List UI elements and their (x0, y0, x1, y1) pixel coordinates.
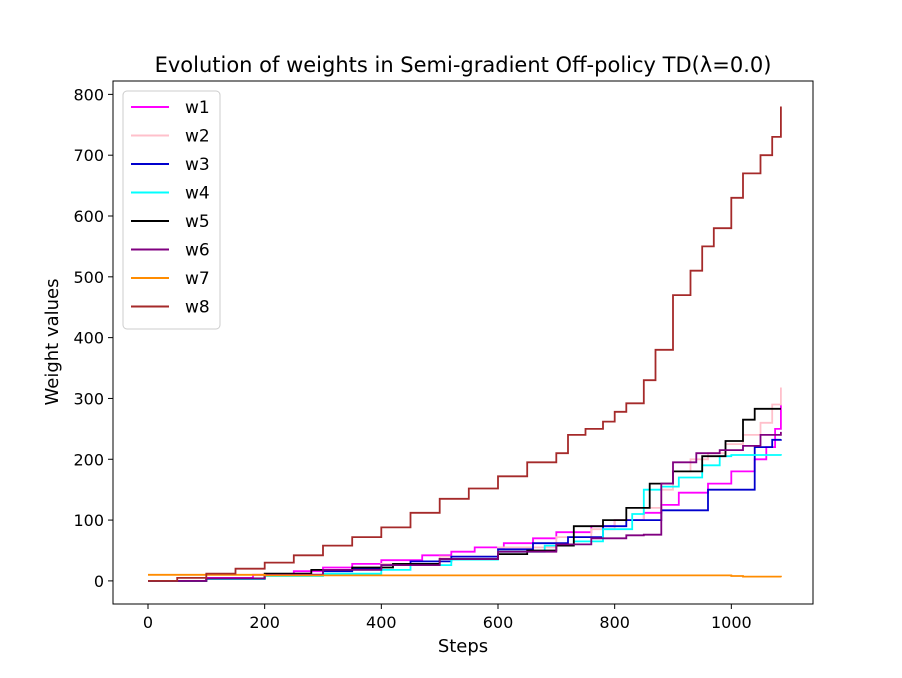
y-tick-label: 600 (73, 207, 104, 226)
x-tick-label: 1000 (711, 613, 752, 632)
y-tick-label: 700 (73, 146, 104, 165)
series-line-w7 (148, 573, 782, 578)
x-tick-label: 400 (366, 613, 397, 632)
legend-label-w4: w4 (185, 184, 210, 204)
legend: w1 w2 w3 w4 w5 w6 w7 w8 (122, 90, 221, 330)
legend-label-w2: w2 (185, 127, 210, 147)
axes: 0 200 400 600 800 1000 0 100 200 300 400 500 600 700 8… (73, 80, 814, 632)
y-tick-label: 500 (73, 268, 104, 287)
y-tick-label: 0 (94, 572, 104, 591)
y-axis-label: Weight values (42, 279, 63, 406)
series-line-w8 (148, 106, 782, 582)
legend-label-w5: w5 (185, 212, 210, 232)
series-line-w6 (148, 431, 782, 582)
x-axis-label: Steps (438, 636, 488, 657)
series-line-w5 (148, 407, 781, 582)
plot-frame (112, 80, 814, 605)
legend-label-w3: w3 (185, 155, 210, 175)
series-line-w4 (148, 454, 782, 582)
y-tick-label: 100 (73, 511, 104, 530)
legend-box (122, 90, 221, 330)
x-tick-label: 200 (249, 613, 280, 632)
plot-area (148, 106, 782, 582)
chart-title: Evolution of weights in Semi-gradient Of… (155, 53, 772, 77)
y-tick-label: 300 (73, 389, 104, 408)
x-tick-label: 800 (599, 613, 630, 632)
y-tick-label: 800 (73, 85, 104, 104)
legend-label-w1: w1 (185, 98, 210, 118)
series-line-w1 (148, 404, 782, 582)
legend-label-w6: w6 (185, 241, 210, 261)
legend-label-w7: w7 (185, 269, 210, 289)
x-tick-label: 600 (483, 613, 514, 632)
legend-label-w8: w8 (185, 298, 210, 318)
x-tick-label: 0 (143, 613, 153, 632)
y-tick-label: 400 (73, 329, 104, 348)
y-tick-label: 200 (73, 450, 104, 469)
